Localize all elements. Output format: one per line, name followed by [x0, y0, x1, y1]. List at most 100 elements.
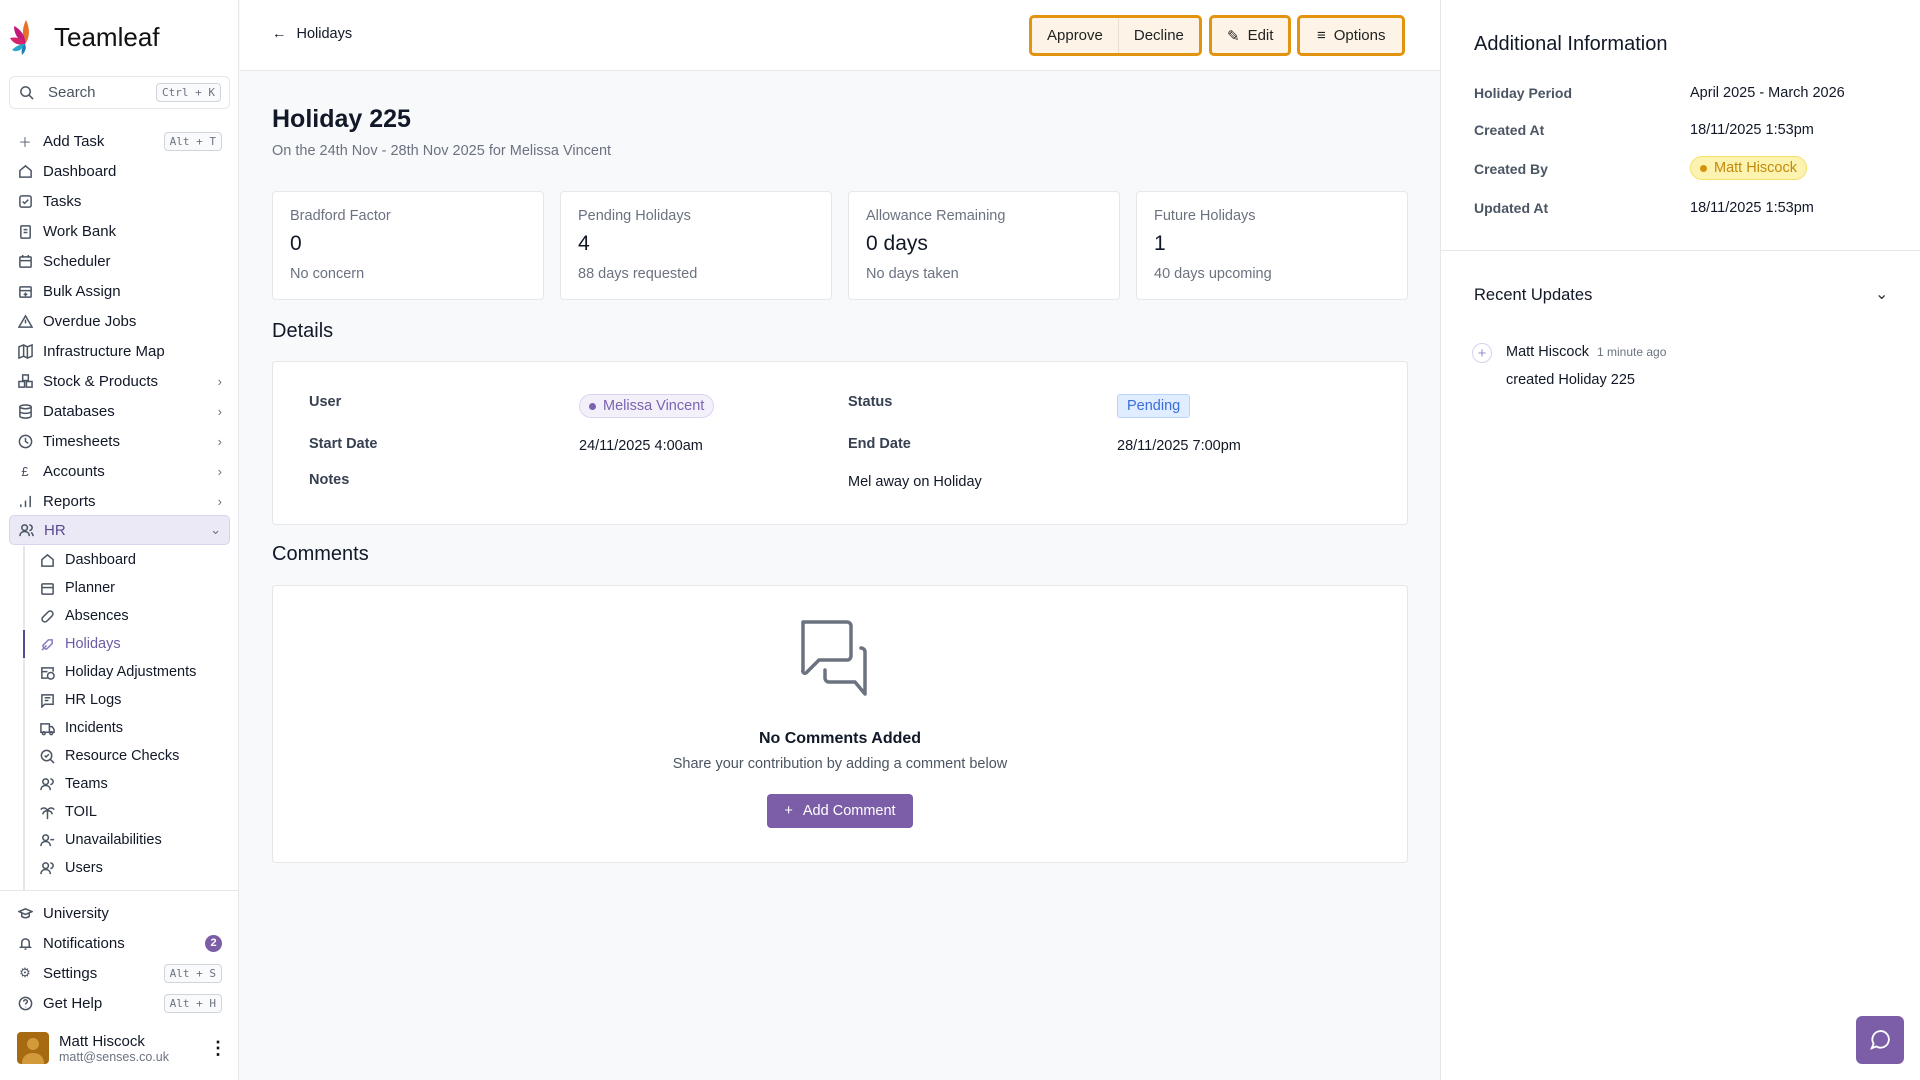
- nav-label: Users: [65, 860, 103, 876]
- hr-item-resource-checks[interactable]: Resource Checks: [25, 742, 233, 770]
- nav-label: Bulk Assign: [43, 282, 121, 300]
- decline-button[interactable]: Decline: [1133, 27, 1184, 44]
- options-button[interactable]: ≡ Options: [1300, 18, 1402, 53]
- search-icon: [18, 85, 34, 101]
- nav-label: Incidents: [65, 720, 124, 736]
- app-name: Teamleaf: [54, 21, 160, 52]
- hr-item-teams[interactable]: Teams: [25, 770, 233, 798]
- logo[interactable]: Teamleaf: [10, 18, 160, 56]
- nav-label: Notifications: [43, 934, 125, 952]
- nav-label: Teams: [65, 776, 108, 792]
- search-input[interactable]: Search Ctrl + K: [9, 76, 230, 109]
- comments-card: No Comments Added Share your contributio…: [272, 585, 1408, 863]
- sidebar-item-reports[interactable]: Reports ›: [9, 486, 230, 516]
- palm-tree-icon: [39, 804, 55, 820]
- calendar-icon: [17, 253, 33, 269]
- back-link[interactable]: ← Holidays: [272, 26, 352, 42]
- update-time: 1 minute ago: [1597, 345, 1667, 359]
- main-content: ← Holidays Approve Decline ✎ Edit ≡ Options…: [240, 0, 1440, 1080]
- nav-label: Stock & Products: [43, 372, 159, 390]
- sidebar-item-infrastructure-map[interactable]: Infrastructure Map: [9, 336, 230, 366]
- empty-title: No Comments Added: [758, 730, 922, 747]
- additional-info-heading: Additional Information: [1474, 33, 1668, 55]
- sidebar-item-notifications[interactable]: Notifications 2: [9, 928, 230, 958]
- status-dot: [1700, 164, 1707, 172]
- status-label: Status: [848, 394, 893, 410]
- comments-icon: [801, 620, 867, 696]
- sidebar-item-dashboard[interactable]: Dashboard: [9, 156, 230, 186]
- stat-value: 1: [1154, 232, 1166, 255]
- hr-item-absences[interactable]: Absences: [25, 602, 233, 630]
- sidebar-item-timesheets[interactable]: Timesheets ›: [9, 426, 230, 456]
- hr-item-incidents[interactable]: Incidents: [25, 714, 233, 742]
- user-minus-icon: [39, 832, 55, 848]
- add-task-shortcut: Alt + T: [163, 131, 222, 151]
- bottom-nav: University Notifications 2 ⚙ Settings Alt +…: [9, 898, 230, 1018]
- created-by-value: Matt Hiscock: [1690, 156, 1807, 180]
- add-task-button[interactable]: ＋ Add Task Alt + T: [9, 126, 230, 156]
- hr-item-toil[interactable]: TOIL: [25, 798, 233, 826]
- chevron-down-icon: ⌄: [210, 522, 221, 537]
- plane-icon: [39, 636, 55, 652]
- sidebar-item-databases[interactable]: Databases ›: [9, 396, 230, 426]
- add-comment-button[interactable]: + Add Comment: [767, 794, 913, 828]
- users-icon: [39, 860, 55, 876]
- sidebar-item-overdue-jobs[interactable]: Overdue Jobs: [9, 306, 230, 336]
- nav-label: University: [43, 904, 109, 922]
- user-name: Melissa Vincent: [603, 398, 705, 414]
- help-shortcut: Alt + H: [163, 993, 222, 1013]
- stat-card-allowance: Allowance Remaining 0 days No days taken: [848, 191, 1120, 300]
- chat-button[interactable]: [1856, 1016, 1904, 1064]
- chevron-down-icon[interactable]: ⌄: [1875, 286, 1889, 303]
- creator-badge[interactable]: Matt Hiscock: [1690, 156, 1807, 180]
- panel-divider: [1441, 250, 1920, 251]
- hr-item-holiday-adjustments[interactable]: Holiday Adjustments: [25, 658, 233, 686]
- sidebar-item-scheduler[interactable]: Scheduler: [9, 246, 230, 276]
- calendar-clock-icon: [39, 664, 55, 680]
- sidebar-item-work-bank[interactable]: Work Bank: [9, 216, 230, 246]
- hr-item-holidays[interactable]: Holidays: [23, 630, 233, 658]
- sidebar-item-bulk-assign[interactable]: Bulk Assign: [9, 276, 230, 306]
- recent-updates-heading[interactable]: Recent Updates: [1474, 286, 1593, 304]
- sidebar-item-hr[interactable]: HR ⌄: [9, 515, 230, 545]
- stat-sub: 88 days requested: [578, 266, 698, 282]
- calendar-icon: [39, 580, 55, 596]
- update-user: Matt Hiscock: [1506, 344, 1589, 360]
- hr-item-unavailabilities[interactable]: Unavailabilities: [25, 826, 233, 854]
- notification-count: 2: [205, 934, 222, 952]
- more-vertical-icon[interactable]: ⋮: [209, 1037, 227, 1058]
- settings-shortcut: Alt + S: [163, 963, 222, 983]
- updated-at-label: Updated At: [1474, 200, 1549, 216]
- holiday-period-value: April 2025 - March 2026: [1690, 85, 1845, 101]
- end-date-value: 28/11/2025 7:00pm: [1117, 438, 1241, 454]
- hr-item-users[interactable]: Users: [25, 854, 233, 882]
- sidebar-item-accounts[interactable]: £ Accounts ›: [9, 456, 230, 486]
- sidebar-divider: [0, 890, 239, 891]
- nav-label: Dashboard: [65, 552, 136, 568]
- nav-label: Infrastructure Map: [43, 342, 165, 360]
- nav-label: Accounts: [43, 462, 105, 480]
- sidebar-item-stock-products[interactable]: Stock & Products ›: [9, 366, 230, 396]
- sidebar-item-get-help[interactable]: Get Help Alt + H: [9, 988, 230, 1018]
- avatar: [17, 1032, 49, 1064]
- nav-label: Overdue Jobs: [43, 312, 137, 330]
- teamleaf-logo-icon: [10, 20, 29, 55]
- sidebar-item-settings[interactable]: ⚙ Settings Alt + S: [9, 958, 230, 988]
- sidebar-item-university[interactable]: University: [9, 898, 230, 928]
- edit-button[interactable]: ✎ Edit: [1212, 18, 1288, 53]
- hr-item-planner[interactable]: Planner: [25, 574, 233, 602]
- hr-item-hr-logs[interactable]: HR Logs: [25, 686, 233, 714]
- stat-label: Future Holidays: [1154, 208, 1256, 224]
- sidebar-item-tasks[interactable]: Tasks: [9, 186, 230, 216]
- stat-sub: No concern: [290, 266, 365, 282]
- update-text: created Holiday 225: [1506, 372, 1635, 388]
- user-badge[interactable]: Melissa Vincent: [579, 394, 715, 418]
- hr-item-dashboard[interactable]: Dashboard: [25, 546, 233, 574]
- message-circle-icon: [1870, 1030, 1890, 1050]
- search-shortcut: Ctrl + K: [156, 83, 221, 102]
- user-profile[interactable]: Matt Hiscock matt@senses.co.uk ⋮: [17, 1032, 227, 1064]
- back-label: Holidays: [296, 26, 353, 42]
- approve-button[interactable]: Approve: [1032, 18, 1119, 53]
- start-date-value: 24/11/2025 4:00am: [579, 438, 703, 454]
- nav-label: Scheduler: [43, 252, 111, 270]
